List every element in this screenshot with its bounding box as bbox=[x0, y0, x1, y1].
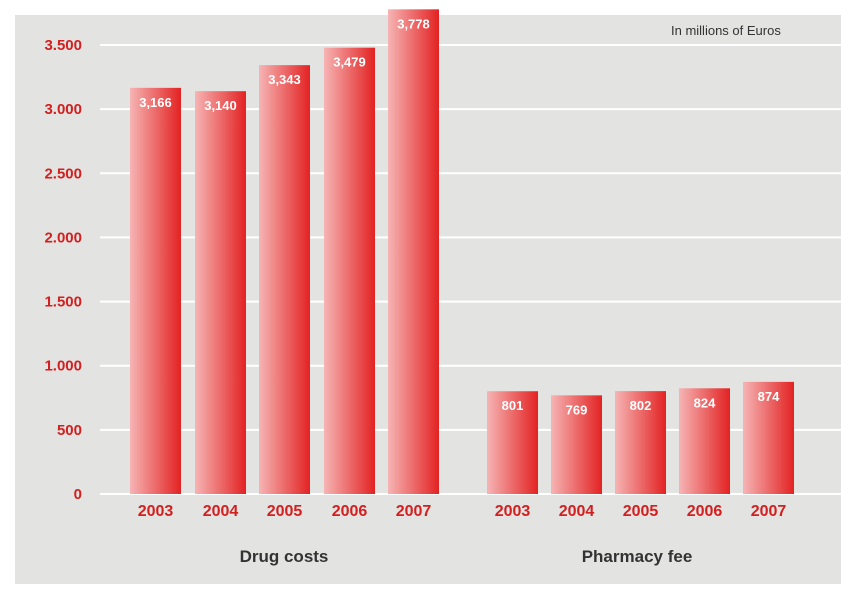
group-labels: Drug costs Pharmacy fee bbox=[240, 547, 693, 566]
y-tick-label: 3.000 bbox=[44, 101, 82, 118]
x-axis-ticks: 2003 2004 2005 2006 2007 2003 2004 2005 2006 2007 bbox=[138, 503, 787, 520]
bar bbox=[195, 91, 246, 494]
bar bbox=[388, 9, 439, 494]
bar bbox=[743, 381, 794, 494]
data-label: 3,166 bbox=[139, 95, 172, 110]
x-tick-label: 2003 bbox=[495, 503, 531, 520]
x-tick-label: 2004 bbox=[559, 503, 595, 520]
data-label: 824 bbox=[694, 395, 716, 410]
y-tick-label: 1.000 bbox=[44, 358, 82, 375]
bar bbox=[487, 391, 538, 494]
bars bbox=[130, 9, 794, 495]
x-tick-label: 2003 bbox=[138, 503, 174, 520]
y-tick-label: 1.500 bbox=[44, 294, 82, 311]
data-label: 3,778 bbox=[397, 16, 430, 31]
x-tick-label: 2006 bbox=[332, 503, 368, 520]
bar bbox=[551, 395, 602, 494]
x-tick-label: 2007 bbox=[751, 503, 787, 520]
bar bbox=[615, 391, 666, 494]
data-label: 769 bbox=[566, 402, 588, 417]
y-tick-label: 2.000 bbox=[44, 229, 82, 246]
data-label: 3,343 bbox=[268, 72, 301, 87]
x-tick-label: 2004 bbox=[203, 503, 239, 520]
unit-note: In millions of Euros bbox=[671, 23, 781, 38]
group-label: Pharmacy fee bbox=[582, 547, 693, 566]
data-label: 874 bbox=[758, 389, 780, 404]
y-tick-label: 2.500 bbox=[44, 165, 82, 182]
y-axis-ticks: 0 500 1.000 1.500 2.000 2.500 3.000 3.500 bbox=[44, 37, 82, 503]
x-tick-label: 2005 bbox=[267, 503, 303, 520]
data-label: 802 bbox=[630, 398, 652, 413]
data-labels: 3,166 3,140 3,343 3,479 3,778 801 769 802 824 874 bbox=[139, 16, 780, 417]
data-label: 801 bbox=[502, 398, 524, 413]
y-tick-label: 3.500 bbox=[44, 37, 82, 54]
bar bbox=[259, 65, 310, 494]
bar bbox=[679, 388, 730, 494]
y-tick-label: 0 bbox=[74, 486, 82, 503]
y-tick-label: 500 bbox=[57, 422, 82, 439]
data-label: 3,479 bbox=[333, 55, 366, 70]
bar bbox=[130, 87, 181, 495]
x-tick-label: 2005 bbox=[623, 503, 659, 520]
bar bbox=[324, 47, 375, 494]
group-label: Drug costs bbox=[240, 547, 329, 566]
x-tick-label: 2007 bbox=[396, 503, 432, 520]
x-tick-label: 2006 bbox=[687, 503, 723, 520]
data-label: 3,140 bbox=[204, 98, 237, 113]
